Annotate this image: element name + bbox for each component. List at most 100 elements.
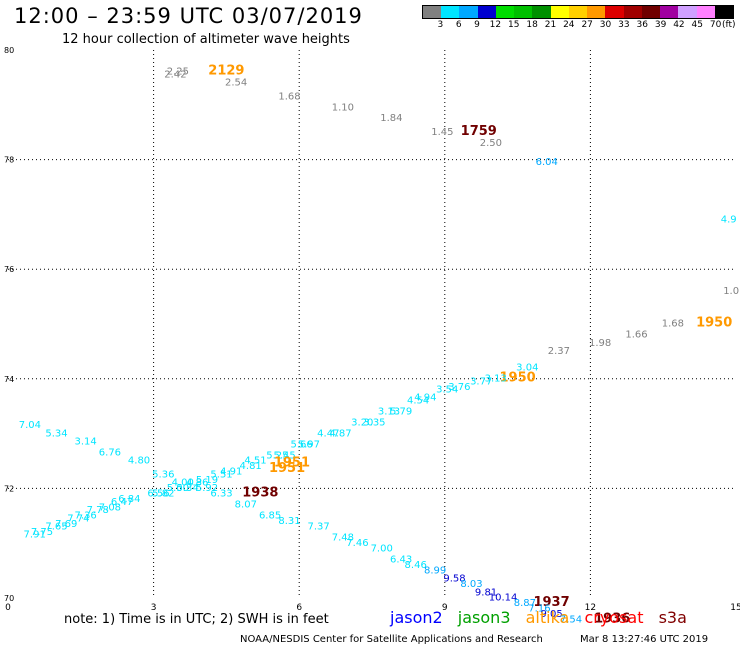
wave-height-point: 5.34: [176, 483, 198, 494]
wave-height-point: 4.51: [244, 456, 266, 467]
wave-height-point: 7.75: [31, 527, 53, 538]
wave-height-point: 7.48: [332, 532, 354, 543]
wave-height-point: 5.97: [298, 439, 320, 450]
wave-height-point: 5.66: [290, 439, 312, 450]
color-scale-label: 24: [563, 20, 575, 30]
color-swatch: [423, 6, 442, 18]
wave-height-point: 1.84: [380, 113, 402, 124]
wave-height-point: 3.77: [470, 376, 492, 387]
wave-height-point: 3.35: [363, 417, 385, 428]
wave-height-point: 2.54: [225, 78, 247, 89]
wave-height-point: 5.00: [167, 483, 189, 494]
color-swatch: [550, 6, 569, 18]
color-scale-label: 18: [526, 20, 538, 30]
wave-height-point: 4.87: [329, 428, 351, 439]
wave-height-point: 5.19: [196, 475, 218, 486]
wave-height-point: 7.36: [75, 511, 97, 522]
color-scale-label: 12: [489, 20, 502, 30]
color-scale-label: 36: [636, 20, 648, 30]
wave-height-point: 4.80: [128, 456, 150, 467]
x-tick-label: 0: [5, 603, 11, 613]
wave-height-point: 7.54: [560, 615, 582, 626]
chart-title: 12:00 – 23:59 UTC 03/07/2019: [14, 4, 363, 28]
wave-height-point: 1.68: [278, 91, 300, 102]
wave-height-point: 3.14: [75, 437, 97, 448]
wave-height-point: 9.58: [443, 574, 465, 585]
color-scale-label: 33: [618, 20, 630, 30]
y-tick-label: 80: [4, 46, 14, 55]
color-scale-label: 15: [508, 20, 520, 30]
wave-height-point: 4.47: [317, 428, 339, 439]
color-scale-unit: (ft): [722, 20, 736, 30]
wave-height-point: 10.14: [489, 593, 518, 604]
wave-height-point: 6.76: [99, 448, 121, 459]
x-tick-label: 15: [730, 603, 740, 613]
y-tick-label: 78: [4, 156, 14, 165]
wave-height-point: 7.69: [55, 519, 77, 530]
wave-height-point: 3.76: [448, 382, 470, 393]
wave-height-point: 6.04: [536, 157, 558, 168]
wave-height-point: 5.82: [152, 489, 174, 500]
color-swatch: [495, 6, 515, 18]
wave-height-point: 8.03: [460, 579, 482, 590]
x-tick-label: 9: [442, 603, 448, 613]
chart-subtitle: 12 hour collection of altimeter wave hei…: [62, 32, 350, 47]
satellite-legend: jason2 jason3 altika cryosat s3a: [390, 608, 697, 627]
track-time-label: 1938: [242, 486, 278, 501]
color-scale-label: 70: [709, 20, 722, 30]
color-swatch: [696, 6, 715, 18]
wave-height-point: 8.46: [405, 560, 427, 571]
wave-height-point: 1.10: [332, 102, 354, 113]
color-scale-labels: 3 6 9 12 15 18 21 24 27 30 33 36 39 42 45 70 (ft): [422, 20, 736, 34]
color-swatch: [514, 6, 533, 18]
wave-height-point: 7.00: [371, 543, 393, 554]
wave-height-point: 6.33: [210, 489, 232, 500]
wave-height-point: 4.9: [721, 215, 737, 226]
color-swatch: [605, 6, 624, 18]
color-swatch: [660, 6, 679, 18]
credit-text: NOAA/NESDIS Center for Satellite Applica…: [240, 634, 543, 645]
wave-height-point: 6.56: [147, 489, 169, 500]
wave-height-point: 5.45: [274, 450, 296, 461]
color-scale-bar: [422, 5, 734, 19]
color-swatch: [714, 6, 733, 18]
wave-height-point: 1.66: [625, 330, 647, 341]
wave-height-point: 4.54: [407, 395, 429, 406]
color-scale-label: 21: [544, 20, 557, 30]
color-scale-label: 42: [673, 20, 685, 30]
color-scale-label: 27: [581, 20, 593, 30]
color-scale-label: 6: [455, 20, 462, 30]
wave-height-point: 2.37: [548, 346, 570, 357]
wave-height-point: 2.25: [167, 67, 189, 78]
color-swatch: [623, 6, 642, 18]
x-tick-label: 6: [296, 603, 302, 613]
wave-height-point: 7.46: [346, 538, 368, 549]
wave-height-point: 7.37: [307, 522, 329, 533]
track-time-label: 1951: [274, 455, 310, 470]
legend-cryosat: cryosat: [584, 608, 644, 627]
wave-height-point: 8.07: [235, 500, 257, 511]
wave-height-point: 4.94: [414, 393, 436, 404]
wave-height-point: 3.54: [436, 385, 458, 396]
color-swatch: [678, 6, 697, 18]
wave-height-point: 7.16: [528, 604, 550, 615]
wave-height-point: 7.74: [67, 513, 89, 524]
wave-height-point: 6.43: [390, 554, 412, 565]
color-scale-label: 30: [599, 20, 612, 30]
track-time-label: 1950: [500, 371, 536, 386]
legend-s3a: s3a: [658, 608, 687, 627]
wave-height-point: 8.31: [278, 516, 300, 527]
wave-height-point: 5.79: [390, 406, 412, 417]
wave-height-point: 7.04: [19, 420, 41, 431]
wave-height-point: 3.20: [351, 417, 373, 428]
wave-height-point: 8.99: [424, 565, 446, 576]
y-tick-label: 76: [4, 265, 14, 274]
wave-height-point: 4.81: [240, 461, 262, 472]
wave-height-point: 4.00: [172, 478, 194, 489]
track-time-label: 1759: [461, 124, 497, 139]
legend-jason2: jason2: [390, 608, 443, 627]
color-scale-label: 39: [654, 20, 667, 30]
wave-height-point: 3.04: [516, 363, 538, 374]
wave-height-point: 7.91: [24, 530, 46, 541]
